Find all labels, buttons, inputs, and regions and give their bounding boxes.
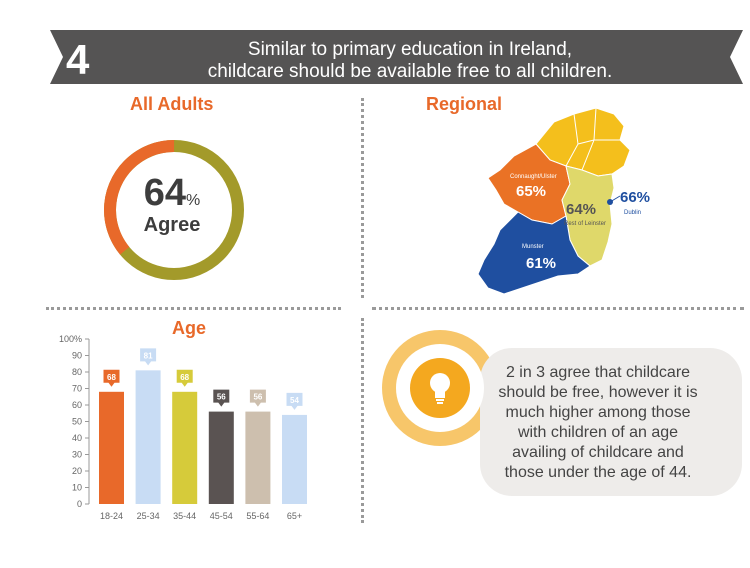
y-tick-label: 40 [72, 433, 82, 443]
bar-value-label: 56 [253, 393, 262, 402]
region-value-connaught: 65% [516, 183, 546, 200]
x-tick-label: 25-34 [137, 511, 160, 521]
bar-65+ [282, 414, 307, 504]
x-tick-label: 55-64 [246, 511, 269, 521]
bar-25-34 [135, 370, 161, 504]
map-region-munster [477, 211, 591, 295]
age-y-axis: 0 10 20 30 40 50 60 70 80 90 100% [59, 334, 90, 509]
divider-vertical-top [361, 98, 364, 298]
bar-value-label: 54 [290, 396, 299, 405]
age-bar-chart: Age 0 10 20 30 40 50 60 70 80 90 100% 68 81 68 56 56 54… [59, 318, 307, 521]
region-value-leinster: 64% [566, 201, 596, 218]
ireland-map: Connaught/Ulster 65% 64% Rest of Leinste… [477, 107, 650, 295]
agree-value: 64% [107, 172, 237, 215]
y-tick-label: 10 [72, 483, 82, 493]
regional-title: Regional [426, 94, 503, 114]
y-tick-label: 80 [72, 367, 82, 377]
banner-shape [50, 30, 743, 84]
lightbulb-icon [430, 373, 450, 404]
question-text: Similar to primary education in Ireland,… [150, 39, 670, 83]
bar-label-marker [213, 389, 230, 407]
map-region-leinster [561, 165, 615, 267]
bar-35-44 [172, 391, 198, 504]
y-tick-label: 50 [72, 417, 82, 427]
agree-label: Agree [143, 214, 201, 236]
region-value-munster: 61% [526, 255, 556, 272]
callout-text: 2 in 3 agree that childcare should be fr… [498, 364, 698, 481]
map-ulster-borders [565, 107, 620, 171]
bar-18-24 [99, 391, 124, 504]
all-adults-title: All Adults [130, 94, 214, 114]
region-name-connaught: Connaught/Ulster [510, 174, 557, 180]
question-line-1: Similar to primary education in Ireland, [247, 39, 573, 60]
x-tick-label: 35-44 [173, 511, 196, 521]
y-tick-label: 90 [72, 351, 82, 361]
bar-value-label: 68 [180, 373, 189, 382]
callout-bubble [480, 348, 742, 496]
agree-donut [104, 140, 244, 280]
bar-55-64 [245, 411, 271, 504]
region-name-dublin: Dublin [624, 210, 641, 216]
bar-value-label: 68 [107, 373, 116, 382]
divider-horizontal-right [372, 307, 744, 310]
bar-label-marker [286, 392, 303, 410]
age-x-axis: 18-24 25-34 35-44 45-54 55-64 65+ [100, 511, 302, 521]
region-name-leinster: Rest of Leinster [564, 221, 606, 227]
x-tick-label: 18-24 [100, 511, 123, 521]
bar-label-marker [140, 348, 157, 366]
bar-value-label: 56 [217, 393, 226, 402]
age-bars: 68 81 68 56 56 54 [99, 348, 307, 504]
bar-label-marker [249, 389, 266, 407]
y-tick-label: 20 [72, 466, 82, 476]
agree-number: 64 [143, 172, 187, 214]
bar-45-54 [208, 411, 234, 504]
donut-disagree-segment [104, 140, 244, 280]
question-number: 4 [66, 36, 90, 83]
bar-label-marker [176, 369, 193, 387]
map-dublin-pointer [609, 195, 621, 203]
x-tick-label: 65+ [287, 511, 302, 521]
region-name-munster: Munster [522, 244, 544, 250]
question-line-2: childcare should be available free to al… [207, 61, 613, 82]
y-tick-label: 60 [72, 400, 82, 410]
bar-label-marker [103, 369, 120, 387]
divider-vertical-bottom [361, 318, 364, 523]
question-banner [50, 30, 743, 84]
bar-value-label: 81 [144, 351, 153, 360]
y-tick-label: 30 [72, 450, 82, 460]
y-tick-label: 100% [59, 334, 82, 344]
y-tick-label: 70 [72, 384, 82, 394]
region-value-dublin: 66% [620, 189, 650, 206]
x-tick-label: 45-54 [210, 511, 233, 521]
divider-horizontal-left [46, 307, 341, 310]
y-tick-label: 0 [77, 499, 82, 509]
agree-percent-sign: % [186, 192, 201, 209]
callout-panel [382, 330, 742, 496]
age-chart-title: Age [172, 318, 206, 338]
